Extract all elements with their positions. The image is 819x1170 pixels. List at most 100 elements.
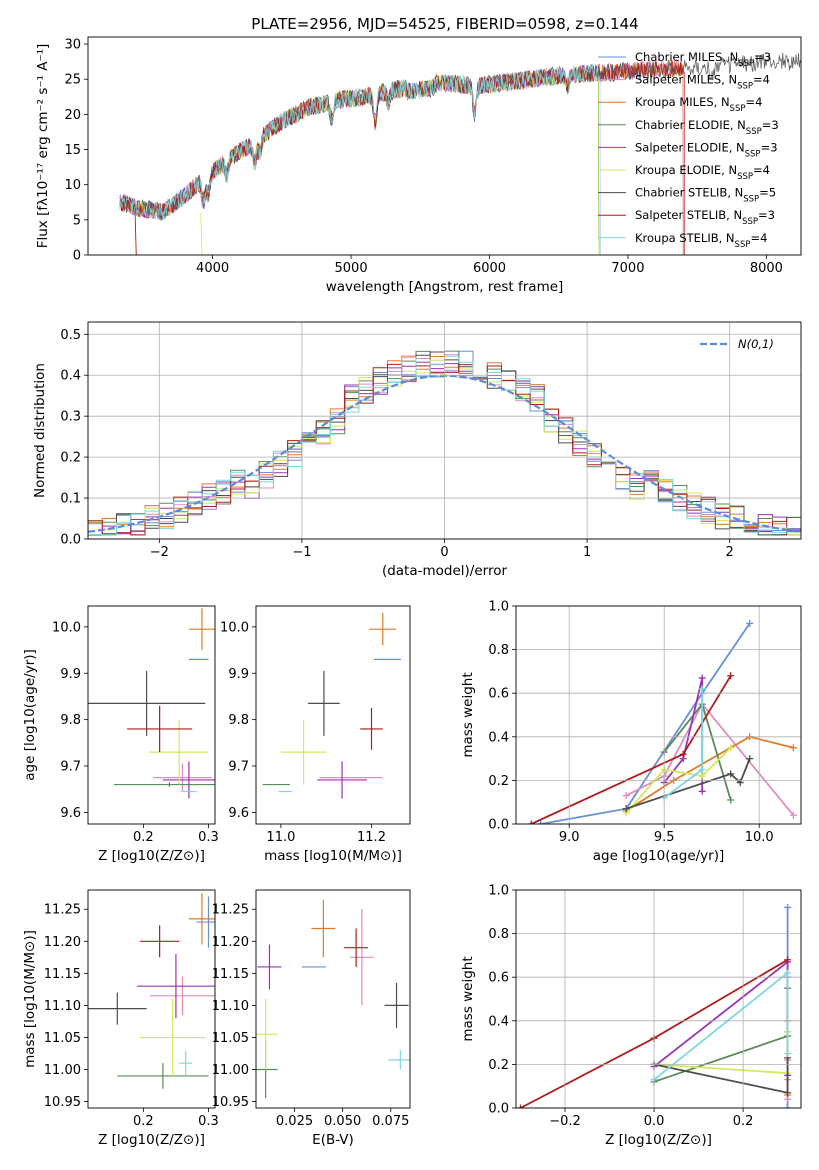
y-tick-label: 10 bbox=[64, 178, 81, 193]
y-tick-label: 9.6 bbox=[228, 806, 249, 821]
errorbar-point bbox=[349, 909, 374, 1006]
weight-marker bbox=[622, 792, 630, 800]
legend-label: Chabrier STELIB, NSSP=5 bbox=[635, 186, 776, 205]
y-tick-label: 11.00 bbox=[212, 1063, 249, 1078]
y-tick-label: 11.10 bbox=[44, 999, 81, 1014]
x-tick-label: 11.0 bbox=[266, 830, 295, 845]
errorbar-point bbox=[384, 982, 409, 1028]
x-tick-label: −2 bbox=[150, 545, 169, 560]
legend-label: Chabrier ELODIE, NSSP=3 bbox=[635, 118, 779, 137]
panel-age_vs_Z: 0.2 0.3 9.6 9.7 9.8 9.9 10.0 Z [log10(Z/Z⊙)] age… bbox=[22, 605, 219, 864]
y-axis-label: age [log10(age/yr)] bbox=[22, 649, 38, 781]
y-tick-label: 11.15 bbox=[44, 967, 81, 982]
age_vs_Z-plot-area bbox=[88, 608, 215, 799]
spectrum-edge-salpeter-stelib bbox=[134, 212, 137, 255]
weight-line-kroupa-elodie bbox=[653, 1031, 789, 1075]
y-tick-label: 11.25 bbox=[44, 903, 81, 918]
legend-label: Salpeter ELODIE, NSSP=3 bbox=[635, 140, 778, 159]
y-tick-label: 11.20 bbox=[212, 935, 249, 950]
y-tick-label: 5 bbox=[73, 213, 81, 228]
y-tick-label: 0.2 bbox=[488, 774, 509, 789]
y-tick-label: 25 bbox=[64, 73, 81, 88]
errorbar-point bbox=[196, 896, 215, 948]
x-axis-label: age [log10(age/yr)] bbox=[593, 848, 725, 864]
axes-frame bbox=[87, 321, 802, 540]
axes-frame bbox=[87, 889, 216, 1109]
legend-label: Kroupa STELIB, NSSP=4 bbox=[635, 231, 767, 250]
mass_vs_EBV-plot-area bbox=[256, 899, 410, 1099]
panel-residual_histogram: −2 −1 0 1 2 0.0 0.1 0.2 0.3 0.4 0.5 (data-model)/er… bbox=[32, 321, 802, 579]
y-tick-label: 11.25 bbox=[212, 903, 249, 918]
weight-line-chabrier-stelib bbox=[625, 758, 751, 810]
y-tick-label: 0.0 bbox=[488, 818, 509, 833]
weight-marker bbox=[784, 1104, 792, 1108]
y-tick-label: 0.2 bbox=[60, 451, 81, 466]
errorbar-point bbox=[136, 954, 215, 1019]
errorbar-point bbox=[256, 999, 278, 1070]
y-tick-label: 11.00 bbox=[44, 1063, 81, 1078]
x-tick-label: 0.2 bbox=[733, 1114, 754, 1129]
y-tick-label: 15 bbox=[64, 143, 81, 158]
weight-marker bbox=[527, 820, 535, 824]
y-tick-label: 9.8 bbox=[60, 713, 81, 728]
axes-frame bbox=[255, 605, 411, 825]
x-axis-label: mass [log10(M/M⊙)] bbox=[264, 848, 402, 864]
weight-marker bbox=[784, 969, 792, 977]
y-tick-label: 30 bbox=[64, 38, 81, 53]
y-axis-label: mass weight bbox=[460, 672, 476, 757]
x-tick-label: 0.3 bbox=[198, 830, 219, 845]
y-tick-label: 0.6 bbox=[488, 971, 509, 986]
weight-marker bbox=[622, 805, 630, 813]
weight-marker bbox=[679, 750, 687, 758]
legend-label: N(0,1) bbox=[738, 337, 774, 351]
x-tick-label: 1 bbox=[583, 545, 591, 560]
x-tick-label: 4000 bbox=[196, 261, 229, 276]
y-axis-label: Normed distribution bbox=[32, 363, 48, 498]
weight_vs_age-plot-area bbox=[527, 619, 797, 824]
x-tick-label: 0.3 bbox=[198, 1114, 219, 1129]
y-tick-label: 0.0 bbox=[60, 533, 81, 548]
weight-marker bbox=[516, 1104, 524, 1108]
errorbar-point bbox=[88, 670, 206, 736]
legend-label: Chabrier MILES, NSSP=3 bbox=[635, 50, 771, 69]
y-tick-label: 10.0 bbox=[220, 620, 249, 635]
legend-label: Kroupa MILES, NSSP=4 bbox=[635, 95, 762, 114]
errorbar-point bbox=[317, 761, 367, 799]
x-tick-label: 10.0 bbox=[745, 830, 774, 845]
errorbar-point bbox=[153, 763, 212, 792]
y-tick-label: 11.10 bbox=[212, 999, 249, 1014]
x-tick-label: 0.2 bbox=[133, 1114, 154, 1129]
errorbar-point bbox=[114, 782, 215, 787]
x-tick-label: −1 bbox=[292, 545, 311, 560]
x-tick-label: 2 bbox=[726, 545, 734, 560]
weight-marker bbox=[746, 619, 754, 627]
errorbar-point bbox=[369, 612, 397, 646]
x-tick-label: 0.025 bbox=[276, 1114, 313, 1129]
y-tick-label: 0.0 bbox=[488, 1102, 509, 1117]
x-tick-label: 7000 bbox=[611, 261, 644, 276]
y-tick-label: 0.4 bbox=[488, 730, 509, 745]
y-tick-label: 9.6 bbox=[60, 806, 81, 821]
errorbar-point bbox=[117, 1063, 209, 1089]
y-axis-label: Flux [fλ10⁻¹⁷ erg cm⁻² s⁻¹ A⁻¹] bbox=[35, 44, 51, 249]
weight-marker bbox=[727, 672, 735, 680]
y-tick-label: 10.95 bbox=[44, 1095, 81, 1110]
x-tick-label: 9.0 bbox=[559, 830, 580, 845]
weight-marker bbox=[698, 674, 706, 682]
x-tick-label: 0 bbox=[440, 545, 448, 560]
y-tick-label: 0.6 bbox=[488, 687, 509, 702]
x-axis-label: Z [log10(Z/Z⊙)] bbox=[605, 1132, 712, 1148]
y-tick-label: 0.4 bbox=[60, 369, 81, 384]
y-tick-label: 10.0 bbox=[52, 620, 81, 635]
x-tick-label: 8000 bbox=[750, 261, 783, 276]
x-tick-label: −0.2 bbox=[549, 1114, 581, 1129]
errorbar-point bbox=[360, 708, 383, 750]
x-tick-label: 6000 bbox=[473, 261, 506, 276]
y-tick-label: 20 bbox=[64, 108, 81, 123]
x-axis-label: Z [log10(Z/Z⊙)] bbox=[98, 1132, 205, 1148]
y-tick-label: 9.7 bbox=[228, 760, 249, 775]
weight-marker bbox=[698, 685, 706, 693]
errorbar-point bbox=[188, 608, 215, 651]
weight-marker bbox=[727, 744, 735, 752]
